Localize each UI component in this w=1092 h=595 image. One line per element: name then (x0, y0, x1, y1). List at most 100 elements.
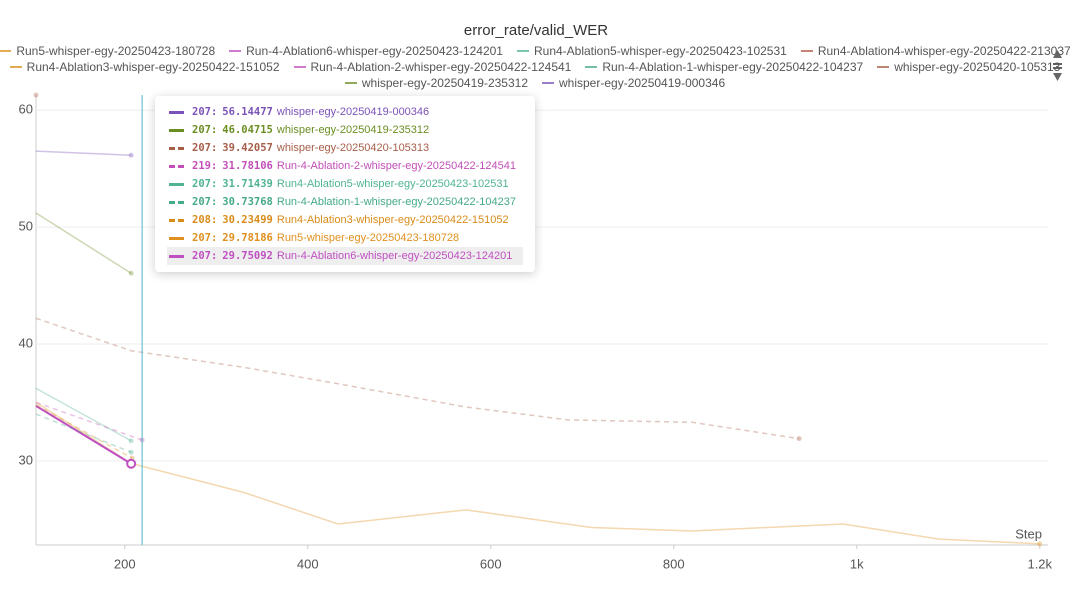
tooltip-row: 21931.78106Run-4-Ablation-2-whisper-egy-… (155, 157, 523, 175)
tooltip-step: 207 (192, 178, 222, 190)
tooltip-name: whisper-egy-20250420-105313 (276, 142, 430, 154)
legend-label: whisper-egy-20250419-235312 (361, 76, 528, 90)
legend-label: Run4-Ablation3-whisper-egy-20250422-1510… (26, 60, 280, 74)
legend-swatch (0, 50, 12, 52)
tooltip-row: 20830.23499Run4-Ablation3-whisper-egy-20… (155, 211, 523, 229)
legend-row: Run5-whisper-egy-20250423-180728 Run-4-Ab… (0, 43, 1071, 59)
tooltip-swatch (169, 254, 184, 258)
legend-swatch (542, 82, 554, 84)
y-tick-label: 30 (19, 452, 33, 467)
tooltip-value: 56.14477 (222, 106, 273, 118)
tooltip-name: Run4-Ablation5-whisper-egy-20250423-1025… (276, 178, 509, 190)
legend-swatch (344, 82, 357, 84)
legend-item[interactable]: Run-4-Ablation-1-whisper-egy-20250422-10… (585, 59, 863, 75)
x-axis-label: Step (1015, 526, 1042, 541)
end-point (128, 449, 134, 455)
legend-scroll[interactable] (1053, 50, 1062, 81)
legend: Run5-whisper-egy-20250423-180728 Run-4-Ab… (0, 43, 1071, 91)
legend-label: Run-4-Ablation6-whisper-egy-20250423-124… (246, 44, 503, 58)
legend-label: Run4-Ablation4-whisper-egy-20250422-2130… (817, 44, 1071, 58)
tooltip-value: 31.78106 (222, 160, 273, 172)
legend-swatch (585, 66, 598, 68)
legend-label: whisper-egy-20250419-000346 (559, 76, 726, 90)
tooltip-row: 20731.71439Run4-Ablation5-whisper-egy-20… (155, 175, 523, 193)
tooltip-value: 30.73768 (222, 196, 273, 208)
legend-label: Run-4-Ablation-1-whisper-egy-20250422-10… (602, 60, 864, 74)
x-tick-label: 1.2k (1027, 556, 1052, 571)
y-tick-label: 60 (19, 102, 33, 117)
x-tick-label: 600 (480, 556, 502, 571)
tooltip-value: 29.78186 (222, 232, 273, 244)
tooltip-swatch (169, 146, 184, 150)
tooltip-swatch (169, 110, 184, 114)
y-tick-label: 40 (19, 335, 33, 350)
legend-swatch (229, 50, 242, 52)
tooltip-step: 207 (192, 142, 222, 154)
legend-item[interactable]: Run4-Ablation3-whisper-egy-20250422-1510… (9, 59, 280, 75)
end-point (796, 436, 802, 442)
tooltip-swatch (169, 200, 184, 204)
legend-swatch (293, 66, 306, 68)
tooltip-step: 219 (192, 160, 222, 172)
series-line (35, 150, 132, 157)
tooltip-swatch (169, 218, 184, 222)
series-line (35, 387, 132, 442)
tooltip-name: whisper-egy-20250419-000346 (276, 106, 430, 118)
end-point (1037, 541, 1043, 547)
tooltip-value: 29.75092 (222, 250, 273, 262)
legend-item[interactable]: whisper-egy-20250420-105313 (877, 59, 1060, 75)
legend-swatch (516, 50, 529, 52)
end-point (128, 438, 134, 444)
end-point (33, 92, 39, 98)
legend-item[interactable]: whisper-egy-20250419-000346 (542, 75, 725, 91)
tooltip-swatch (169, 182, 184, 186)
tooltip-name: Run-4-Ablation-2-whisper-egy-20250422-12… (276, 160, 516, 172)
legend-label: Run5-whisper-egy-20250423-180728 (16, 44, 216, 58)
legend-label: whisper-egy-20250420-105313 (894, 60, 1061, 74)
y-tick-label: 50 (19, 219, 33, 234)
tooltip-value: 31.71439 (222, 178, 273, 190)
tooltip-step: 207 (192, 250, 222, 262)
tooltip: 20756.14477whisper-egy-20250419-00034620… (155, 96, 535, 272)
x-tick-label: 1k (850, 556, 864, 571)
series-line (35, 405, 132, 465)
legend-item[interactable]: Run4-Ablation5-whisper-egy-20250423-1025… (516, 43, 787, 59)
tooltip-value: 46.04715 (222, 124, 273, 136)
tooltip-row: 20730.73768Run-4-Ablation-1-whisper-egy-… (155, 193, 523, 211)
end-point (128, 270, 134, 276)
legend-swatch (877, 66, 890, 68)
series-line (35, 404, 133, 459)
legend-row: Run4-Ablation3-whisper-egy-20250422-1510… (9, 59, 1060, 75)
chart-title: error_rate/valid_WER (464, 22, 608, 39)
legend-item[interactable]: whisper-egy-20250419-235312 (344, 75, 528, 91)
legend-item[interactable]: Run4-Ablation4-whisper-egy-20250422-2130… (800, 43, 1071, 59)
tooltip-step: 207 (192, 196, 222, 208)
series-line (35, 413, 132, 453)
tooltip-value: 39.42057 (222, 142, 273, 154)
tooltip-value: 30.23499 (222, 214, 273, 226)
series-line (35, 212, 132, 274)
legend-label: Run4-Ablation5-whisper-egy-20250423-1025… (533, 44, 787, 58)
tooltip-name: Run4-Ablation3-whisper-egy-20250422-1510… (276, 214, 509, 226)
x-tick-label: 800 (663, 556, 685, 571)
end-point (128, 152, 134, 158)
legend-item[interactable]: Run-4-Ablation-2-whisper-egy-20250422-12… (293, 59, 571, 75)
tooltip-step: 207 (192, 232, 222, 244)
series-line (35, 401, 143, 441)
legend-swatch (800, 50, 813, 52)
tooltip-name: Run-4-Ablation-1-whisper-egy-20250422-10… (276, 196, 516, 208)
x-tick-label: 200 (114, 556, 136, 571)
tooltip-swatch (169, 128, 184, 132)
hover-point (126, 458, 137, 469)
tooltip-step: 207 (192, 106, 222, 118)
legend-swatch (9, 66, 22, 68)
legend-item[interactable]: Run-4-Ablation6-whisper-egy-20250423-124… (229, 43, 503, 59)
series-line (35, 317, 800, 440)
tooltip-name: whisper-egy-20250419-235312 (276, 124, 430, 136)
tooltip-swatch (169, 236, 184, 240)
legend-item[interactable]: Run5-whisper-egy-20250423-180728 (0, 43, 215, 59)
